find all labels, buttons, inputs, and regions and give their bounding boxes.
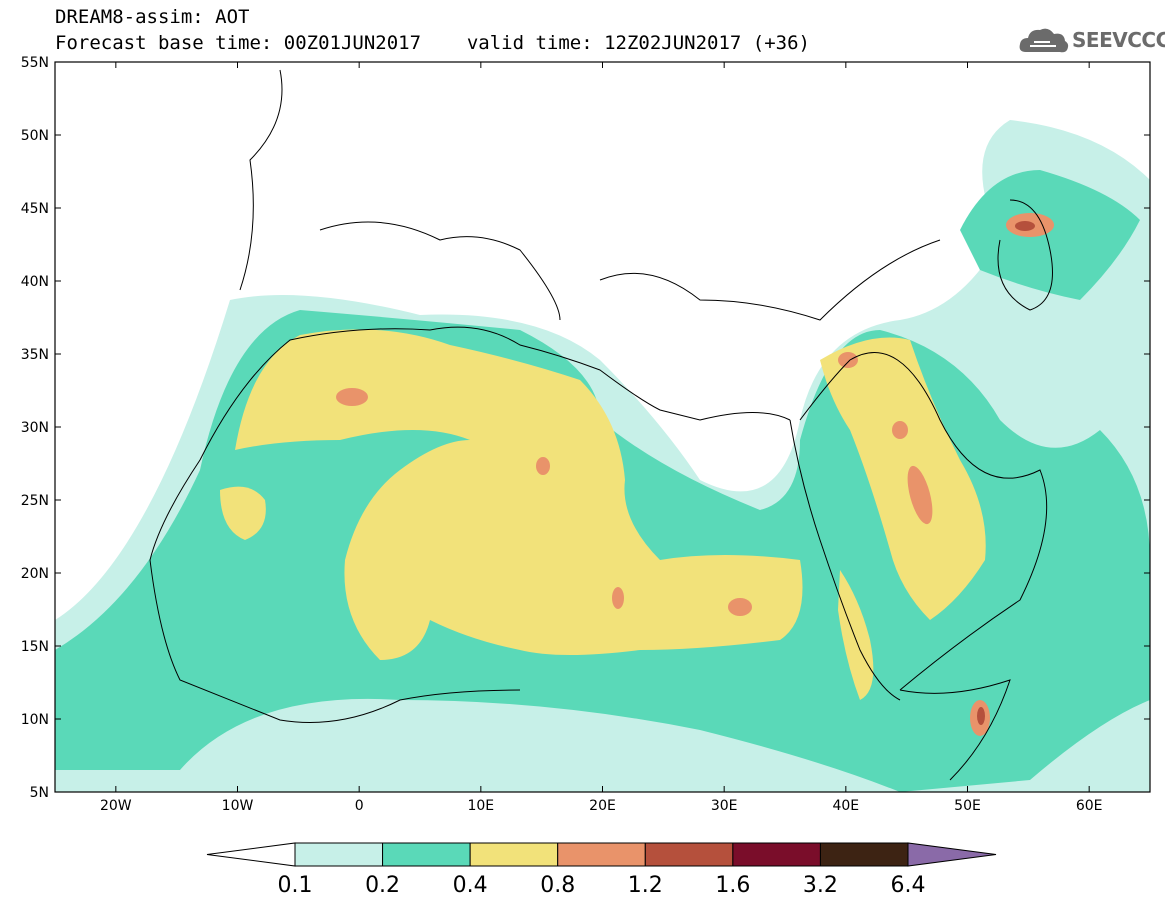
lon-label: 30E (711, 798, 738, 814)
lat-label: 20N (21, 566, 49, 582)
coastline-gulf-guinea (149, 559, 521, 723)
lat-label: 45N (21, 201, 49, 217)
lon-label: 40E (832, 798, 859, 814)
aot-contour-0.8-arabia (907, 465, 933, 525)
seevccc-logo: SEEVCCC (1018, 24, 1165, 58)
aot-contour-1.2-caspian (1015, 221, 1035, 231)
coastline-horn (899, 679, 1011, 781)
colorbar-max-arrow (907, 842, 997, 867)
forecast-times: Forecast base time: 00Z01JUN2017 valid t… (55, 32, 810, 54)
aot-contour-0.4-wsahara (220, 486, 266, 540)
lon-label: 10E (467, 798, 494, 814)
colorbar-label: 1.6 (715, 873, 750, 898)
lon-label: 0 (355, 798, 364, 814)
colorbar-segment (557, 842, 646, 867)
colorbar-segment (732, 842, 821, 867)
coastline-west-africa (149, 326, 791, 561)
colorbar-label: 0.4 (453, 873, 488, 898)
map-title: DREAM8-assim: AOT (55, 6, 250, 28)
lat-label: 40N (21, 274, 49, 290)
valid-time: valid time: 12Z02JUN2017 (+36) (466, 32, 810, 54)
aot-contour-0.8-saudi (892, 421, 908, 439)
lat-label: 5N (30, 785, 49, 801)
cloud-icon (1019, 28, 1069, 53)
lat-label: 35N (21, 347, 49, 363)
base-time: Forecast base time: 00Z01JUN2017 (55, 32, 422, 54)
lon-label: 20W (100, 798, 132, 814)
colorbar-label: 1.2 (628, 873, 663, 898)
aot-contour-0.8-sudan (728, 598, 752, 616)
colorbar-segment (819, 842, 909, 867)
lat-label: 55N (21, 55, 49, 71)
colorbar-label: 6.4 (891, 873, 926, 898)
longitude-axis: 20W 10W 0 10E 20E 30E 40E 50E 60E (100, 62, 1103, 814)
coastline-europe (239, 69, 941, 321)
colorbar-segment (644, 842, 734, 867)
colorbar-segment (294, 842, 384, 867)
coastline-caspian (997, 199, 1053, 311)
colorbar-label: 0.2 (365, 873, 400, 898)
lat-label: 10N (21, 712, 49, 728)
aot-contour-0.2-caspian (960, 170, 1140, 300)
aot-contour-0.8-iraq (838, 352, 858, 368)
logo-text: SEEVCCC (1072, 28, 1165, 52)
colorbar-label: 0.1 (278, 873, 313, 898)
aot-field (55, 62, 1150, 792)
latitude-axis: 55N 50N 45N 40N 35N 30N 25N 20N 15N 10N 5N (21, 55, 1150, 801)
aot-contour-1.2-somalia (977, 707, 985, 725)
colorbar-segment (469, 842, 559, 867)
lat-label: 50N (21, 128, 49, 144)
lat-label: 15N (21, 639, 49, 655)
aot-contour-0.4-horn (838, 570, 874, 700)
colorbar-label: 0.8 (540, 873, 575, 898)
coastline-arabia (799, 352, 1048, 691)
aot-contour-0.4 (235, 329, 803, 660)
lat-label: 30N (21, 420, 49, 436)
colorbar-segment (382, 842, 471, 867)
colorbar-min-arrow (206, 842, 296, 867)
aot-contour-0.4-arabia (820, 337, 986, 620)
lat-label: 25N (21, 493, 49, 509)
aot-contour-0.8-libya (536, 457, 550, 475)
lon-label: 50E (954, 798, 981, 814)
aot-contour-0.8-chad (612, 587, 624, 609)
lon-label: 20E (589, 798, 616, 814)
coastlines (149, 69, 1053, 781)
aot-contour-0.8-morocco (336, 388, 368, 406)
coastline-red-sea (789, 419, 901, 701)
colorbar: 0.1 0.2 0.4 0.8 1.2 1.6 3.2 6.4 (206, 842, 997, 898)
lon-label: 10W (222, 798, 254, 814)
colorbar-label: 3.2 (803, 873, 838, 898)
lon-label: 60E (1076, 798, 1103, 814)
